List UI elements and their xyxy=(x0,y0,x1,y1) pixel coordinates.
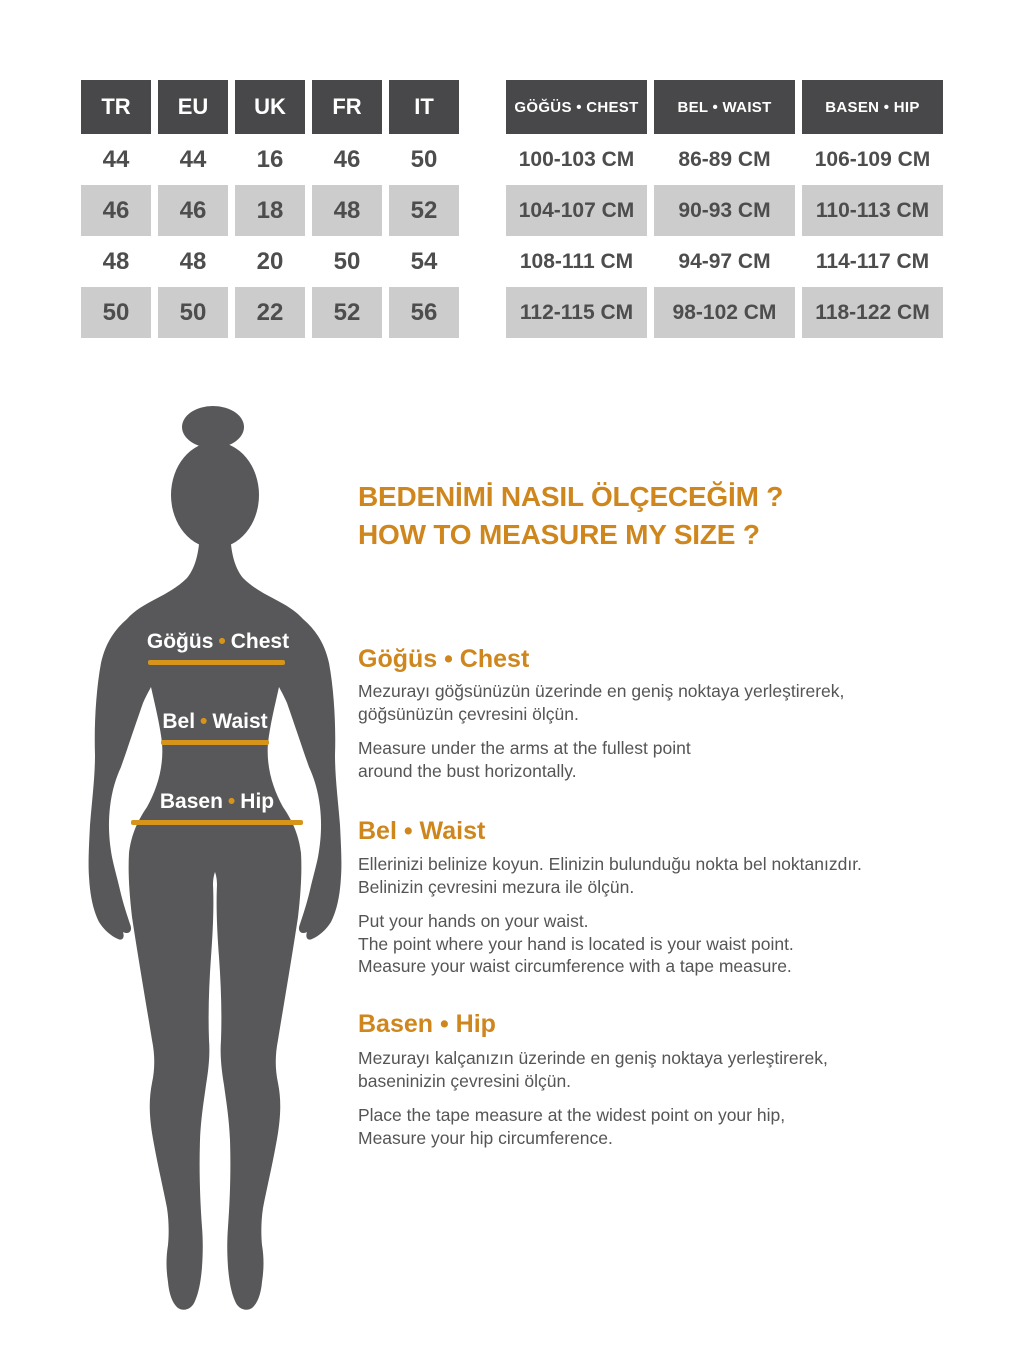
body-silhouette xyxy=(88,406,342,1310)
measure-cell: 106-109 CM xyxy=(814,147,931,171)
size-table-header-it: IT xyxy=(389,80,459,134)
measure-cell: 108-111 CM xyxy=(519,249,634,273)
text-line: baseninizin çevresini ölçün. xyxy=(358,1070,572,1091)
label-hip-tr: Basen xyxy=(159,790,223,813)
figure-line-chest xyxy=(148,660,285,665)
figure-line-hip xyxy=(131,820,303,825)
label-waist-en: Waist xyxy=(212,710,268,733)
measure-table-header-chest: GÖĞÜS • CHEST xyxy=(506,80,647,134)
label-chest-en: Chest xyxy=(230,630,290,653)
section-chest-text-tr: Mezurayı göğsünüzün üzerinde en geniş no… xyxy=(358,680,844,725)
size-table-header-fr: FR xyxy=(312,80,382,134)
section-heading-waist: Bel • Waist xyxy=(358,817,486,845)
section-hip-text-tr: Mezurayı kalçanızın üzerinde en geniş no… xyxy=(358,1047,828,1092)
text-line: around the bust horizontally. xyxy=(358,760,577,781)
measure-cell: 118-122 CM xyxy=(802,287,943,338)
bullet-icon: • xyxy=(227,790,236,813)
measure-cell: 100-103 CM xyxy=(518,147,635,171)
size-table-header-uk: UK xyxy=(235,80,305,134)
size-table-header-eu: EU xyxy=(158,80,228,134)
size-cell: 56 xyxy=(389,287,459,338)
bullet-icon: • xyxy=(218,630,226,653)
size-cell: 50 xyxy=(410,145,438,173)
size-cell: 20 xyxy=(256,247,284,275)
measure-table-header-waist: BEL • WAIST xyxy=(654,80,795,134)
size-cell: 46 xyxy=(333,145,361,173)
guide-title-line-tr: BEDENİMİ NASIL ÖLÇECEĞİM ? xyxy=(358,481,784,512)
figure-line-waist xyxy=(161,740,269,745)
body-measurements-table: GÖĞÜS • CHEST BEL • WAIST BASEN • HIP 10… xyxy=(506,80,943,338)
size-cell: 50 xyxy=(333,247,361,275)
text-line: Ellerinizi belinize koyun. Elinizin bulu… xyxy=(358,854,862,874)
size-cell: 48 xyxy=(312,185,382,236)
text-line: göğsünüzün çevresini ölçün. xyxy=(358,703,579,724)
size-cell: 18 xyxy=(235,185,305,236)
section-heading-chest: Göğüs • Chest xyxy=(358,645,530,673)
section-waist-text-en: Put your hands on your waist. The point … xyxy=(358,910,794,978)
figure-label-chest: Göğüs • Chest xyxy=(145,629,291,655)
measure-cell: 114-117 CM xyxy=(815,249,930,273)
text-line: Measure your hip circumference. xyxy=(358,1127,613,1148)
size-cell: 50 xyxy=(81,287,151,338)
label-chest-tr: Göğüs xyxy=(146,630,214,653)
label-waist-tr: Bel xyxy=(162,710,196,733)
text-line: Measure your waist circumference with a … xyxy=(358,956,792,976)
section-waist-text-tr: Ellerinizi belinize koyun. Elinizin bulu… xyxy=(358,853,862,898)
guide-title: BEDENİMİ NASIL ÖLÇECEĞİM ? HOW TO MEASUR… xyxy=(358,478,783,554)
measure-cell: 90-93 CM xyxy=(654,185,795,236)
section-hip-text-en: Place the tape measure at the widest poi… xyxy=(358,1104,785,1149)
measure-cell: 112-115 CM xyxy=(506,287,647,338)
measure-cell: 94-97 CM xyxy=(678,249,771,273)
size-table-header-tr: TR xyxy=(81,80,151,134)
measure-cell: 98-102 CM xyxy=(654,287,795,338)
figure-label-hip: Basen • Hip xyxy=(142,789,292,815)
text-line: Place the tape measure at the widest poi… xyxy=(358,1105,786,1125)
section-heading-hip: Basen • Hip xyxy=(358,1010,496,1038)
size-cell: 46 xyxy=(158,185,228,236)
label-hip-en: Hip xyxy=(240,790,275,813)
size-cell: 44 xyxy=(102,145,130,173)
size-cell: 52 xyxy=(312,287,382,338)
size-cell: 16 xyxy=(256,145,284,173)
head-shape xyxy=(171,442,259,548)
section-chest-text-en: Measure under the arms at the fullest po… xyxy=(358,737,691,782)
text-line: Mezurayı göğsünüzün üzerinde en geniş no… xyxy=(358,681,845,701)
measure-table-header-hip: BASEN • HIP xyxy=(802,80,943,134)
text-line: Measure under the arms at the fullest po… xyxy=(358,738,691,758)
text-line: The point where your hand is located is … xyxy=(358,933,794,954)
hair-bun-shape xyxy=(182,406,244,448)
size-cell: 48 xyxy=(179,247,207,275)
text-line: Belinizin çevresini mezura ile ölçün. xyxy=(358,876,635,897)
size-cell: 44 xyxy=(179,145,207,173)
body-shape xyxy=(88,525,342,1310)
size-cell: 54 xyxy=(410,247,438,275)
size-cell: 22 xyxy=(235,287,305,338)
measure-cell: 86-89 CM xyxy=(678,147,771,171)
size-conversion-table: TR EU UK FR IT 44 44 16 46 50 46 46 18 4… xyxy=(81,80,459,338)
text-line: Mezurayı kalçanızın üzerinde en geniş no… xyxy=(358,1048,828,1068)
measure-cell: 110-113 CM xyxy=(802,185,943,236)
size-cell: 46 xyxy=(81,185,151,236)
guide-title-line-en: HOW TO MEASURE MY SIZE ? xyxy=(358,519,760,550)
size-cell: 52 xyxy=(389,185,459,236)
bullet-icon: • xyxy=(200,710,208,733)
size-cell: 50 xyxy=(158,287,228,338)
figure-label-waist: Bel • Waist xyxy=(150,709,280,735)
size-cell: 48 xyxy=(102,247,130,275)
text-line: Put your hands on your waist. xyxy=(358,911,589,931)
measure-cell: 104-107 CM xyxy=(506,185,647,236)
